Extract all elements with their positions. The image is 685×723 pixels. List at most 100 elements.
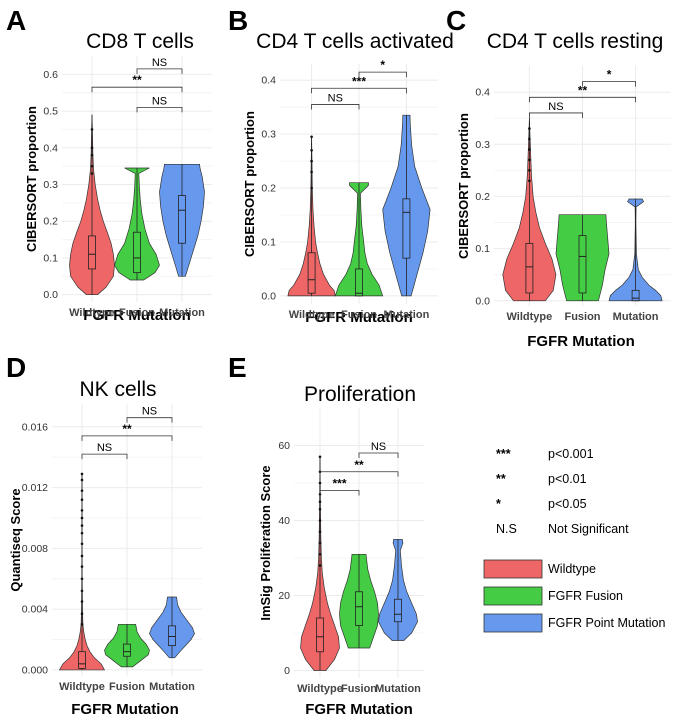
box	[402, 198, 411, 259]
outlier-point	[528, 148, 531, 151]
legend-meaning: p<0.05	[548, 497, 587, 511]
outlier-point	[80, 509, 84, 512]
panel-title: CD4 T cells activated	[256, 30, 454, 53]
box	[355, 268, 363, 297]
outlier-point	[318, 507, 322, 511]
y-tick-label: 0	[284, 665, 290, 677]
significance-label: *	[607, 68, 612, 82]
y-tick-label: 0.1	[43, 252, 58, 264]
y-tick-label: 0.3	[475, 139, 490, 151]
outlier-point	[528, 127, 531, 130]
outlier-point	[80, 489, 84, 492]
outlier-point	[80, 600, 84, 603]
outlier-point	[310, 135, 313, 139]
panel-title: Proliferation	[304, 383, 416, 406]
y-tick-label: 0.2	[475, 191, 490, 203]
box	[78, 651, 86, 669]
box	[316, 617, 324, 653]
panel-title: CD8 T cells	[86, 30, 194, 53]
x-tick-label: Mutation	[613, 311, 659, 323]
y-tick-label: 0.012	[22, 482, 48, 494]
significance-bracket	[529, 112, 583, 118]
significance-label: **	[354, 458, 364, 472]
outlier-point	[318, 552, 322, 556]
x-axis-label: FGFR Mutation	[71, 701, 178, 718]
outlier-point	[80, 498, 84, 502]
significance-label: *	[380, 58, 385, 72]
y-tick-label: 0.6	[43, 69, 58, 81]
outlier-point	[528, 158, 531, 162]
significance-label: NS	[152, 57, 167, 69]
y-tick-label: 0.000	[22, 664, 48, 676]
y-tick-label: 0.1	[261, 236, 276, 248]
y-axis-label: CIBERSORT proportion	[242, 111, 257, 257]
outlier-point	[80, 516, 84, 520]
significance-label: **	[578, 83, 588, 97]
significance-label: **	[132, 73, 142, 87]
violin-fusion	[104, 623, 150, 668]
box	[178, 195, 186, 244]
panel-letter: C	[446, 5, 466, 36]
significance-label: NS	[142, 406, 157, 418]
outlier-point	[80, 554, 84, 558]
legend-meaning: p<0.01	[548, 472, 587, 486]
x-axis-label: FGFR Mutation	[305, 701, 412, 718]
outlier-point	[310, 159, 313, 163]
panel-letter: E	[228, 352, 247, 383]
y-axis-label: CIBERSORT proportion	[456, 113, 471, 259]
outlier-point	[318, 541, 322, 545]
box	[168, 625, 176, 647]
box	[355, 591, 363, 626]
panel-title: CD4 T cells resting	[487, 30, 664, 53]
y-tick-label: 0.4	[261, 75, 276, 87]
significance-bracket	[91, 86, 183, 93]
box	[88, 235, 96, 270]
outlier-point	[90, 153, 94, 157]
y-tick-label: 0.2	[43, 216, 58, 228]
y-tick-label: 60	[278, 440, 290, 452]
significance-bracket	[358, 71, 407, 78]
x-tick-label: Fusion	[119, 307, 155, 319]
outlier-point	[90, 146, 94, 150]
box	[394, 598, 402, 623]
legend-symbol: ***	[496, 447, 511, 461]
legend-symbol: *	[496, 497, 501, 511]
significance-label: NS	[97, 442, 112, 454]
violin-mutation	[382, 114, 431, 297]
outlier-point	[90, 164, 94, 168]
x-axis-label: FGFR Mutation	[305, 309, 412, 326]
x-tick-label: Wildtype	[507, 311, 553, 323]
x-tick-label: Mutation	[375, 683, 421, 695]
outlier-point	[318, 500, 322, 504]
outlier-point	[318, 530, 322, 534]
significance-bracket	[311, 87, 407, 94]
outlier-point	[528, 179, 531, 183]
outlier-point	[80, 565, 84, 568]
x-tick-label: Fusion	[341, 309, 377, 321]
outlier-point	[310, 170, 313, 174]
outlier-point	[80, 472, 84, 476]
legend-swatch	[483, 559, 543, 579]
y-axis-label: Quantiseq Score	[8, 488, 23, 591]
y-tick-label: 0.3	[43, 179, 58, 191]
significance-bracket	[358, 452, 399, 458]
panel-letter: D	[6, 352, 26, 383]
panel-title: NK cells	[79, 378, 156, 401]
legend-label: Wildtype	[548, 562, 596, 576]
legend-swatch	[483, 586, 543, 606]
y-tick-label: 0.4	[43, 142, 58, 154]
significance-bracket	[136, 68, 183, 74]
box	[525, 242, 534, 294]
legend-label: FGFR Point Mutation	[548, 616, 665, 630]
outlier-point	[80, 478, 84, 482]
legend-meaning: Not Significant	[548, 522, 629, 536]
y-tick-label: 0.4	[475, 87, 490, 99]
violin-mutation	[159, 163, 205, 277]
significance-label: ***	[332, 477, 346, 491]
y-tick-label: 20	[278, 590, 290, 602]
outlier-point	[80, 524, 84, 527]
x-tick-label: Wildtype	[69, 307, 115, 319]
significance-bracket	[81, 453, 128, 460]
x-tick-label: Fusion	[564, 311, 600, 323]
